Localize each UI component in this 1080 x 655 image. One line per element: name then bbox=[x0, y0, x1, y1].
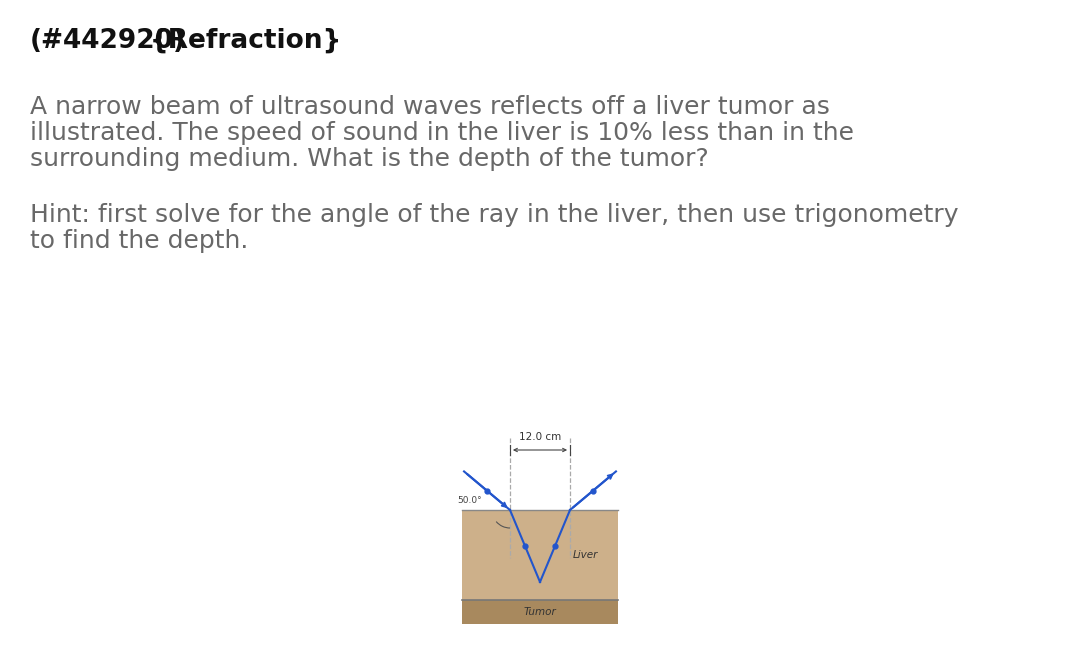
Text: to find the depth.: to find the depth. bbox=[30, 229, 248, 253]
Text: surrounding medium. What is the depth of the tumor?: surrounding medium. What is the depth of… bbox=[30, 147, 708, 171]
Text: illustrated. The speed of sound in the liver is 10% less than in the: illustrated. The speed of sound in the l… bbox=[30, 121, 854, 145]
Text: (#442920): (#442920) bbox=[30, 28, 186, 54]
Text: Hint: first solve for the angle of the ray in the liver, then use trigonometry: Hint: first solve for the angle of the r… bbox=[30, 203, 959, 227]
Text: Tumor: Tumor bbox=[524, 607, 556, 617]
Text: 50.0°: 50.0° bbox=[457, 496, 482, 505]
Text: 12.0 cm: 12.0 cm bbox=[518, 432, 562, 442]
Text: Liver: Liver bbox=[573, 550, 598, 560]
FancyBboxPatch shape bbox=[462, 510, 618, 600]
Text: A narrow beam of ultrasound waves reflects off a liver tumor as: A narrow beam of ultrasound waves reflec… bbox=[30, 95, 829, 119]
FancyBboxPatch shape bbox=[462, 600, 618, 624]
Text: {Refraction}: {Refraction} bbox=[150, 28, 342, 54]
